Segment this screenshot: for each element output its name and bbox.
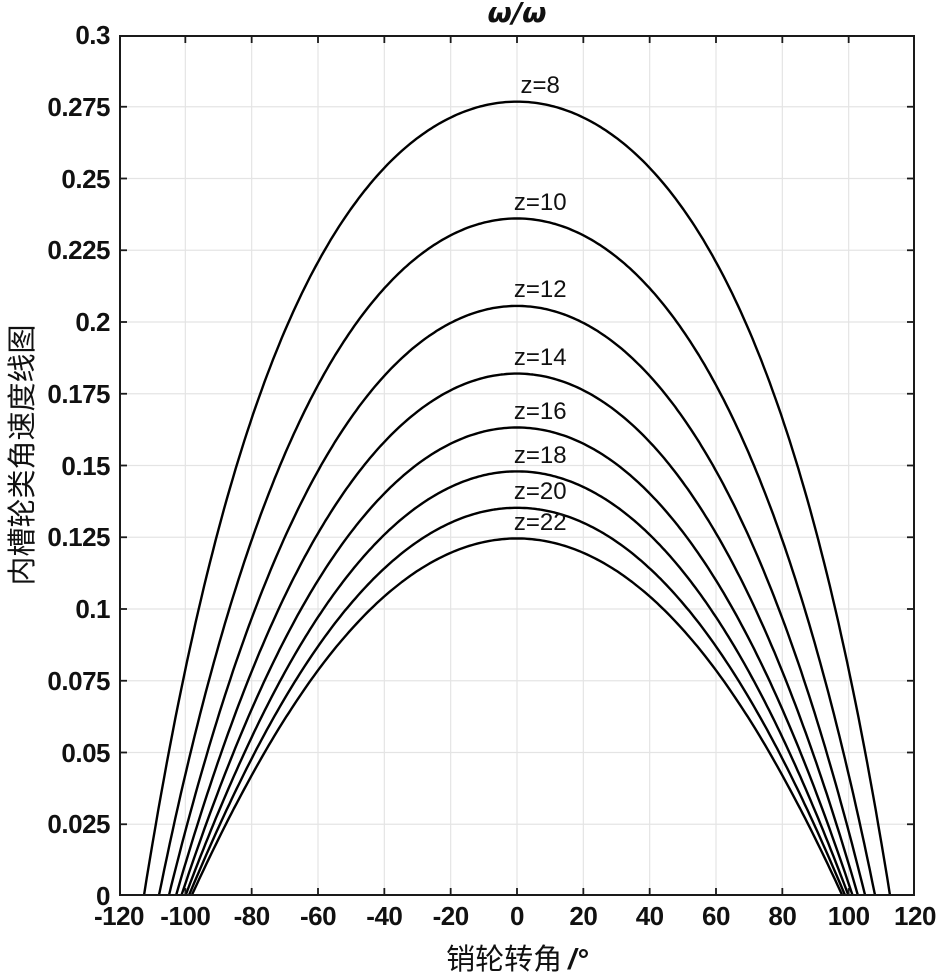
x-axis-label-unit: /°: [568, 944, 588, 976]
x-tick-label: 0: [510, 901, 524, 931]
curve-label: z=10: [513, 188, 567, 216]
y-tick-label: 0.275: [47, 91, 110, 122]
x-tick-label: 60: [702, 901, 730, 931]
x-tick-label: 20: [569, 901, 598, 931]
curve-z14: [174, 372, 860, 896]
x-tick-label: 40: [635, 901, 664, 931]
curve-z20: [187, 506, 847, 896]
curve-label: z=22: [513, 508, 567, 536]
chart-title: ω/ω: [487, 0, 547, 29]
plot-canvas: [119, 35, 915, 896]
y-tick-label: 0.25: [61, 163, 110, 194]
x-tick-label: -100: [160, 901, 211, 931]
curve-z22: [190, 537, 844, 896]
y-tick-label: 0.075: [47, 665, 110, 696]
x-tick-label: 80: [768, 901, 797, 931]
curve-label: z=8: [520, 71, 560, 99]
y-tick-label: 0.2: [75, 307, 110, 337]
y-tick-label: 0.05: [61, 737, 110, 768]
x-axis-label: 销轮转角/°: [119, 936, 915, 978]
x-tick-label: -120: [93, 901, 145, 931]
y-tick-label: 0.175: [47, 378, 110, 409]
curve-label: z=16: [513, 397, 567, 425]
x-tick-label: -40: [366, 901, 403, 931]
x-tick-label: 100: [827, 901, 870, 931]
curve-label: z=20: [513, 477, 567, 505]
curve-z8: [142, 100, 892, 896]
y-tick-label: 0.225: [47, 235, 110, 266]
curve-label: z=14: [513, 343, 567, 371]
y-tick-label: 0.3: [75, 20, 110, 50]
curve-z16: [180, 426, 854, 896]
y-tick-label: 0.15: [61, 450, 110, 481]
x-tick-label: -60: [299, 901, 337, 931]
curve-z18: [184, 470, 850, 896]
y-tick-label: 0: [96, 881, 110, 911]
curve-z12: [167, 304, 867, 896]
y-tick-label: 0.1: [75, 594, 110, 624]
y-axis-label: 内槽轮类角速度线图: [7, 324, 39, 586]
x-tick-label: 120: [894, 901, 936, 931]
y-tick-label: 0.125: [47, 522, 110, 553]
curve-label: z=18: [513, 441, 567, 469]
curve-z10: [157, 217, 877, 896]
curve-label: z=12: [513, 276, 567, 304]
y-tick-label: 0.025: [47, 809, 110, 840]
plot-area: z=8 z=10 z=12 z=14 z=16 z=18 z=20 z=22: [119, 35, 915, 896]
axes-box: [119, 35, 915, 896]
x-tick-label: -20: [432, 901, 470, 931]
x-tick-label: -80: [233, 901, 271, 931]
x-axis-label-text: 销轮转角: [446, 944, 563, 976]
